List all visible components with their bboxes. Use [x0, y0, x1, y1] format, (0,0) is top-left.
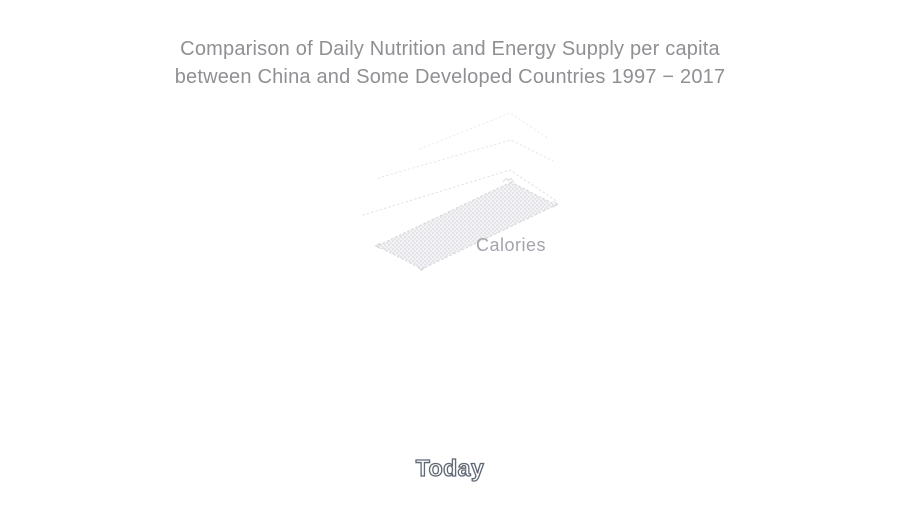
axis-label-calories: Calories: [476, 235, 547, 255]
chart-title-line1: Comparison of Daily Nutrition and Energy…: [180, 38, 720, 60]
vertex-marker-right-icon: [552, 201, 559, 208]
vertex-marker-top-icon: [502, 177, 515, 183]
chart-title: Comparison of Daily Nutrition and Energy…: [0, 35, 900, 91]
wireframe-panel-middle: [377, 139, 554, 179]
vertex-marker-left-icon: [374, 242, 381, 249]
calories-panel-plane: [375, 181, 558, 270]
subtitle-caption: Today: [415, 454, 485, 481]
chart-title-line2: between China and Some Developed Countri…: [174, 66, 726, 88]
vertex-marker-bottom-icon: [417, 266, 426, 272]
wireframe-panel-lower: [362, 169, 559, 216]
wireframe-panel-top: [419, 112, 550, 150]
